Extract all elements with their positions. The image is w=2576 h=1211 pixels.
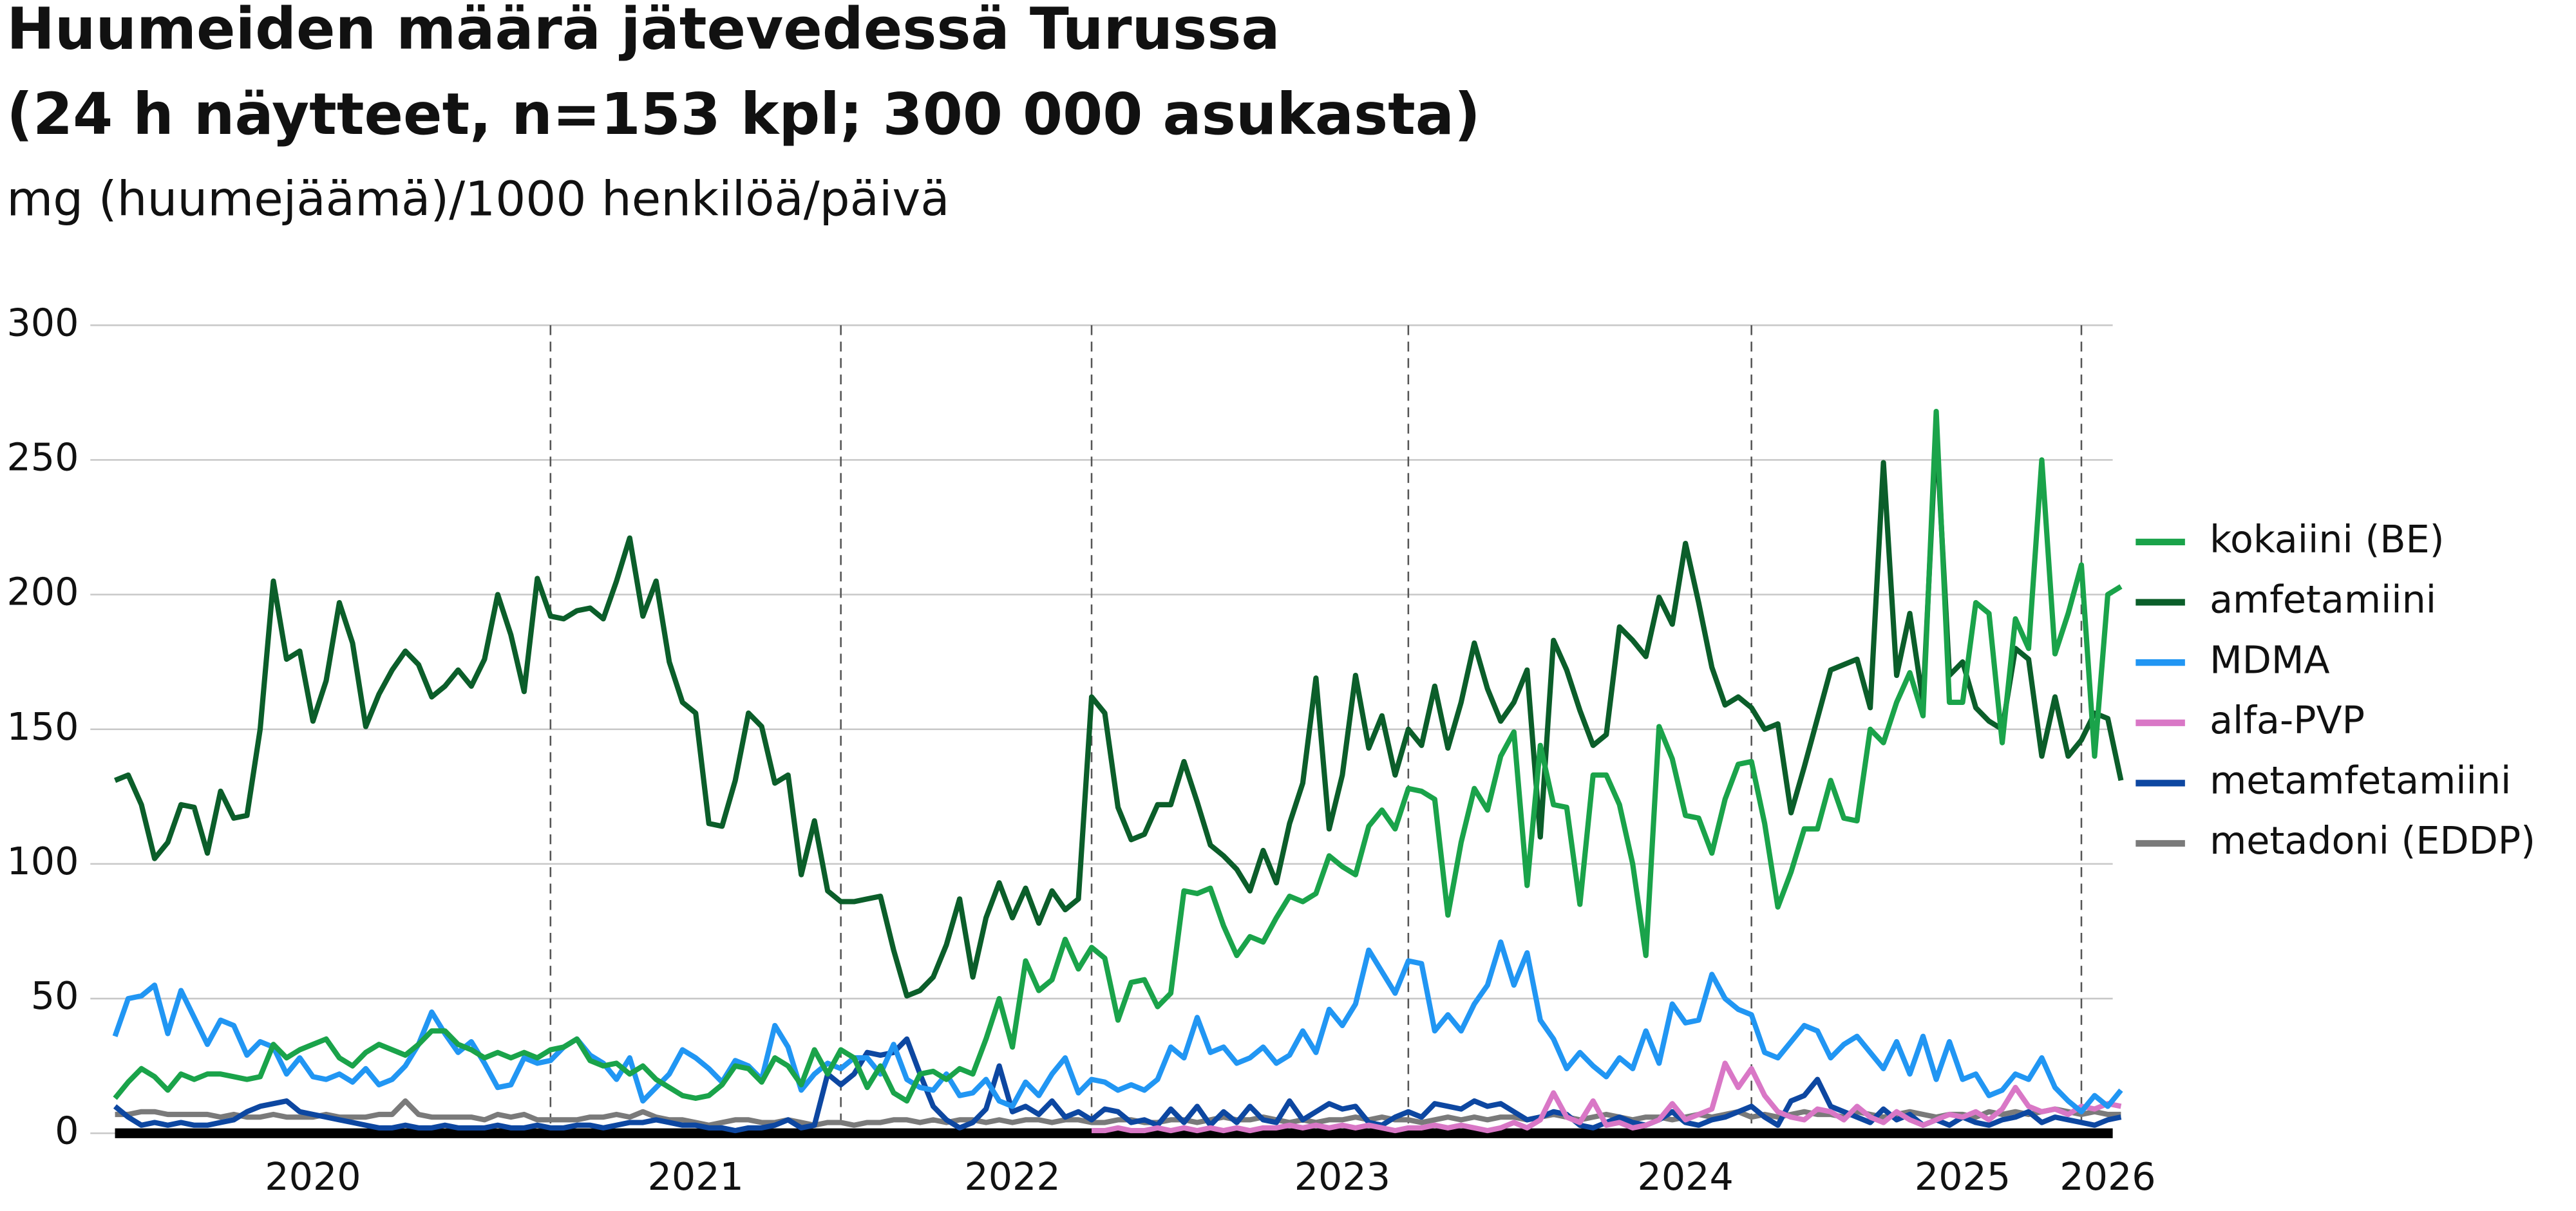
legend-label: alfa-PVP [2210,699,2365,742]
x-tick-label: 2024 [1638,1155,1734,1199]
legend-label: metadoni (EDDP) [2210,819,2535,863]
legend-label: amfetamiini [2210,578,2436,622]
x-tick-label: 2022 [964,1155,1060,1199]
x-tick-label: 2026 [2060,1155,2155,1199]
series-line [113,1036,2122,1134]
chart-title-line2: (24 h näytteet, n=153 kpl; 300 000 asuka… [6,81,1481,148]
y-tick-label: 200 [6,570,79,614]
y-tick-label: 300 [6,301,79,344]
y-tick-label: 100 [6,840,79,883]
chart-subtitle: mg (huumejäämä)/1000 henkilöä/päivä [6,171,949,227]
y-tick-label: 150 [6,705,79,749]
x-tick-label: 2020 [265,1155,361,1199]
y-tick-label: 50 [31,974,79,1018]
legend-label: MDMA [2210,638,2330,682]
series-line [1092,1060,2122,1134]
x-tick-label: 2021 [648,1155,744,1199]
y-tick-label: 250 [6,435,79,479]
legend-label: kokaiini (BE) [2210,518,2444,561]
y-tick-label: 0 [55,1109,79,1152]
series-line [112,939,2123,1114]
series-line [113,408,2123,1104]
series-line [114,427,2124,999]
legend-label: metamfetamiini [2210,759,2511,803]
chart-title: Huumeiden määrä jätevedessä Turussa [6,0,1280,62]
x-tick-label: 2025 [1915,1155,2011,1199]
x-tick-label: 2023 [1294,1155,1390,1199]
